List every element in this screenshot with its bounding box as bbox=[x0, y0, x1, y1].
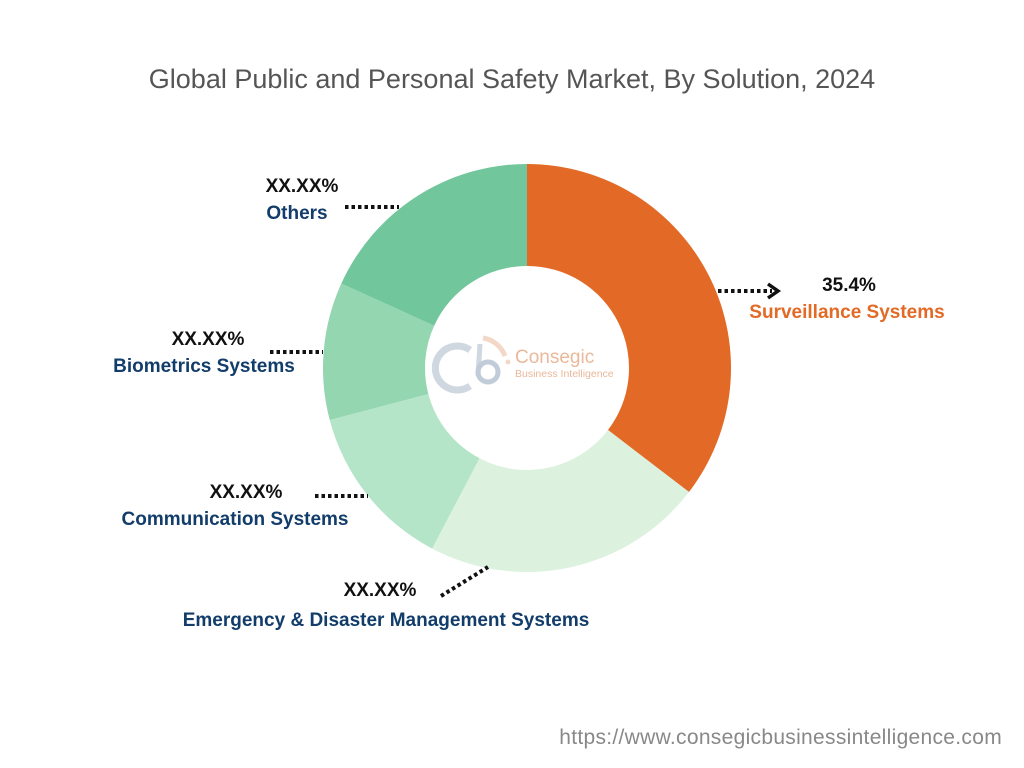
slice-others bbox=[341, 164, 527, 326]
leader-line-emergency bbox=[439, 565, 490, 598]
category-label-others: Others bbox=[266, 203, 328, 224]
category-label-communication: Communication Systems bbox=[121, 509, 349, 530]
data-label-communication: XX.XX% bbox=[209, 482, 283, 503]
slice-communication bbox=[329, 393, 480, 549]
source-url: https://www.consegicbusinessintelligence… bbox=[559, 726, 1002, 749]
slice-emergency bbox=[432, 430, 689, 572]
slice-surveillance bbox=[527, 164, 732, 493]
chart-title: Global Public and Personal Safety Market… bbox=[148, 64, 876, 94]
logo-mark bbox=[431, 335, 511, 394]
data-label-biometrics: XX.XX% bbox=[171, 329, 245, 350]
data-label-emergency: XX.XX% bbox=[343, 580, 417, 601]
logo-watermark: Consegic Business Intelligence bbox=[515, 347, 614, 380]
arrow-head-icon bbox=[766, 282, 782, 300]
category-label-emergency: Emergency & Disaster Management Systems bbox=[182, 610, 590, 631]
logo-main-text: Consegic bbox=[515, 347, 595, 368]
data-label-surveillance: 35.4% bbox=[822, 275, 876, 296]
slice-biometrics bbox=[323, 283, 435, 420]
logo-sub-text: Business Intelligence bbox=[515, 367, 614, 380]
category-label-biometrics: Biometrics Systems bbox=[113, 356, 295, 377]
data-label-others: XX.XX% bbox=[265, 176, 339, 197]
category-label-surveillance: Surveillance Systems bbox=[749, 302, 945, 323]
